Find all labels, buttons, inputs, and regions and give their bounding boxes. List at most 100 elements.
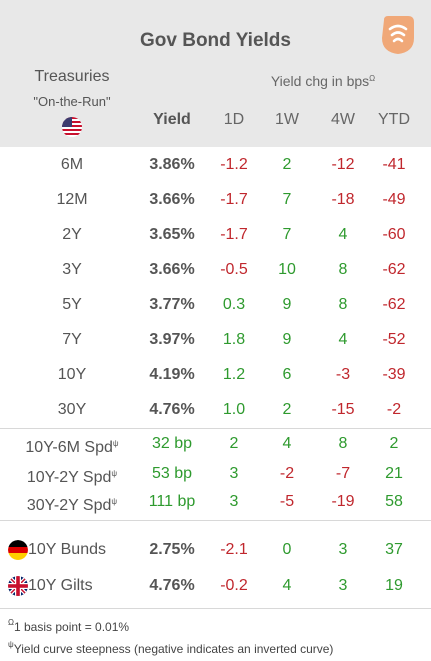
wifi-signal-logo-icon (382, 16, 414, 54)
row-label: 6M (60, 156, 84, 173)
row-label: 10Y (57, 366, 87, 383)
table-row: 12M 3.66% -1.7 7 -18 -49 (0, 182, 431, 218)
row-label: 10Y Bunds (28, 541, 106, 558)
yield-value: 3.86% (149, 156, 195, 173)
chg-1w: 9 (282, 296, 292, 313)
table-row: 5Y 3.77% 0.3 9 8 -62 (0, 287, 431, 323)
row-label: 7Y (62, 331, 82, 348)
table-row: 10Y 4.19% 1.2 6 -3 -39 (0, 357, 431, 393)
chg-1d: 1.0 (222, 401, 246, 418)
spread-value: 111 bp (148, 493, 196, 510)
table-header: Gov Bond Yields Treasuries "On-the-Run" … (0, 0, 431, 147)
chg-1d: -1.7 (220, 191, 248, 208)
divider (0, 428, 431, 429)
chg-1d: 1.8 (222, 331, 246, 348)
table-row: 7Y 3.97% 1.8 9 4 -52 (0, 322, 431, 358)
col-header-1d: 1D (223, 111, 245, 128)
chg-4w: -15 (331, 401, 355, 418)
chg-1w: 2 (282, 156, 292, 173)
chg-ytd: -62 (382, 296, 406, 313)
table-row: 2Y 3.65% -1.7 7 4 -60 (0, 217, 431, 253)
yield-value: 4.76% (149, 577, 195, 594)
chg-4w: -19 (331, 493, 355, 510)
chg-4w: 8 (338, 435, 348, 452)
psi-mark: ψ (8, 640, 14, 649)
spread-label: 10Y-2Y Spd (26, 469, 112, 486)
omega-mark: Ω (8, 618, 14, 627)
row-label: 2Y (62, 226, 82, 243)
col-header-ytd: YTD (378, 111, 410, 128)
chg-1w: 4 (282, 577, 292, 594)
chg-ytd: -49 (382, 191, 406, 208)
table-row: 10Y-6M Spdψ 32 bp 2 4 8 2 (0, 428, 431, 460)
chg-ytd: 19 (385, 577, 403, 594)
page-title: Gov Bond Yields (140, 30, 291, 51)
chg-1w: 0 (282, 541, 292, 558)
chg-1w: 9 (282, 331, 292, 348)
psi-mark: ψ (112, 439, 119, 448)
row-label: 5Y (62, 296, 82, 313)
chg-1w: 4 (282, 435, 292, 452)
row-label: 10Y Gilts (28, 577, 93, 594)
row-label: 3Y (62, 261, 82, 278)
psi-mark: ψ (111, 497, 118, 506)
row-label: 30Y-2Y Spdψ (12, 488, 132, 516)
chg-1w: 2 (282, 401, 292, 418)
chg-1d: 2 (229, 435, 239, 452)
chg-1d: 3 (229, 493, 239, 510)
yield-value: 3.77% (149, 296, 195, 313)
yield-change-label: Yield chg in bpsΩ (228, 73, 418, 89)
chg-1w: 7 (282, 191, 292, 208)
chg-1d: -0.2 (220, 577, 248, 594)
yield-value: 3.97% (149, 331, 195, 348)
row-label: 12M (56, 191, 88, 208)
chg-ytd: 37 (385, 541, 403, 558)
chg-ytd: -52 (382, 331, 406, 348)
yield-value: 4.76% (149, 401, 195, 418)
chg-1w: 7 (282, 226, 292, 243)
chg-ytd: 2 (389, 435, 399, 452)
chg-1d: 1.2 (222, 366, 246, 383)
chg-4w: 4 (338, 226, 348, 243)
chg-ytd: -60 (382, 226, 406, 243)
footnote-steepness: ψYield curve steepness (negative indicat… (8, 640, 333, 656)
chg-1d: 0.3 (222, 296, 246, 313)
table-row: 10Y Bunds 2.75% -2.1 0 3 37 (0, 532, 431, 568)
chg-1d: 3 (229, 465, 239, 482)
chg-4w: 8 (338, 261, 348, 278)
chg-4w: -7 (335, 465, 351, 482)
spread-label: 10Y-6M Spd (25, 439, 113, 456)
col-header-yield: Yield (153, 111, 191, 128)
row-label: 10Y-2Y Spdψ (12, 460, 132, 488)
spread-value: 53 bp (151, 465, 193, 482)
table-row: 10Y Gilts 4.76% -0.2 4 3 19 (0, 568, 431, 604)
treasuries-label: Treasuries (34, 68, 110, 85)
psi-mark: ψ (111, 469, 118, 478)
yield-value: 2.75% (149, 541, 195, 558)
table-row: 10Y-2Y Spdψ 53 bp 3 -2 -7 21 (0, 460, 431, 488)
chg-1w: -2 (279, 465, 295, 482)
chg-ytd: -39 (382, 366, 406, 383)
table-row: 30Y-2Y Spdψ 111 bp 3 -5 -19 58 (0, 488, 431, 516)
chg-ytd: 58 (385, 493, 403, 510)
yield-value: 3.66% (149, 261, 195, 278)
col-header-4w: 4W (331, 111, 355, 128)
us-flag-icon (62, 117, 82, 137)
chg-4w: 3 (338, 577, 348, 594)
table-row: 3Y 3.66% -0.5 10 8 -62 (0, 252, 431, 288)
chg-4w: 3 (338, 541, 348, 558)
divider (0, 608, 431, 609)
chg-4w: -12 (331, 156, 355, 173)
on-the-run-label: "On-the-Run" (33, 94, 111, 109)
chg-1d: -0.5 (220, 261, 248, 278)
chg-4w: -3 (335, 366, 351, 383)
col-header-1w: 1W (275, 111, 299, 128)
footnote-text: 1 basis point = 0.01% (13, 620, 130, 634)
chg-4w: 8 (338, 296, 348, 313)
footnote-text: Yield curve steepness (negative indicate… (13, 642, 334, 656)
divider (0, 520, 431, 521)
table-row: 30Y 4.76% 1.0 2 -15 -2 (0, 392, 431, 428)
chg-1d: -1.2 (220, 156, 248, 173)
chg-1d: -1.7 (220, 226, 248, 243)
chg-1w: 10 (278, 261, 296, 278)
